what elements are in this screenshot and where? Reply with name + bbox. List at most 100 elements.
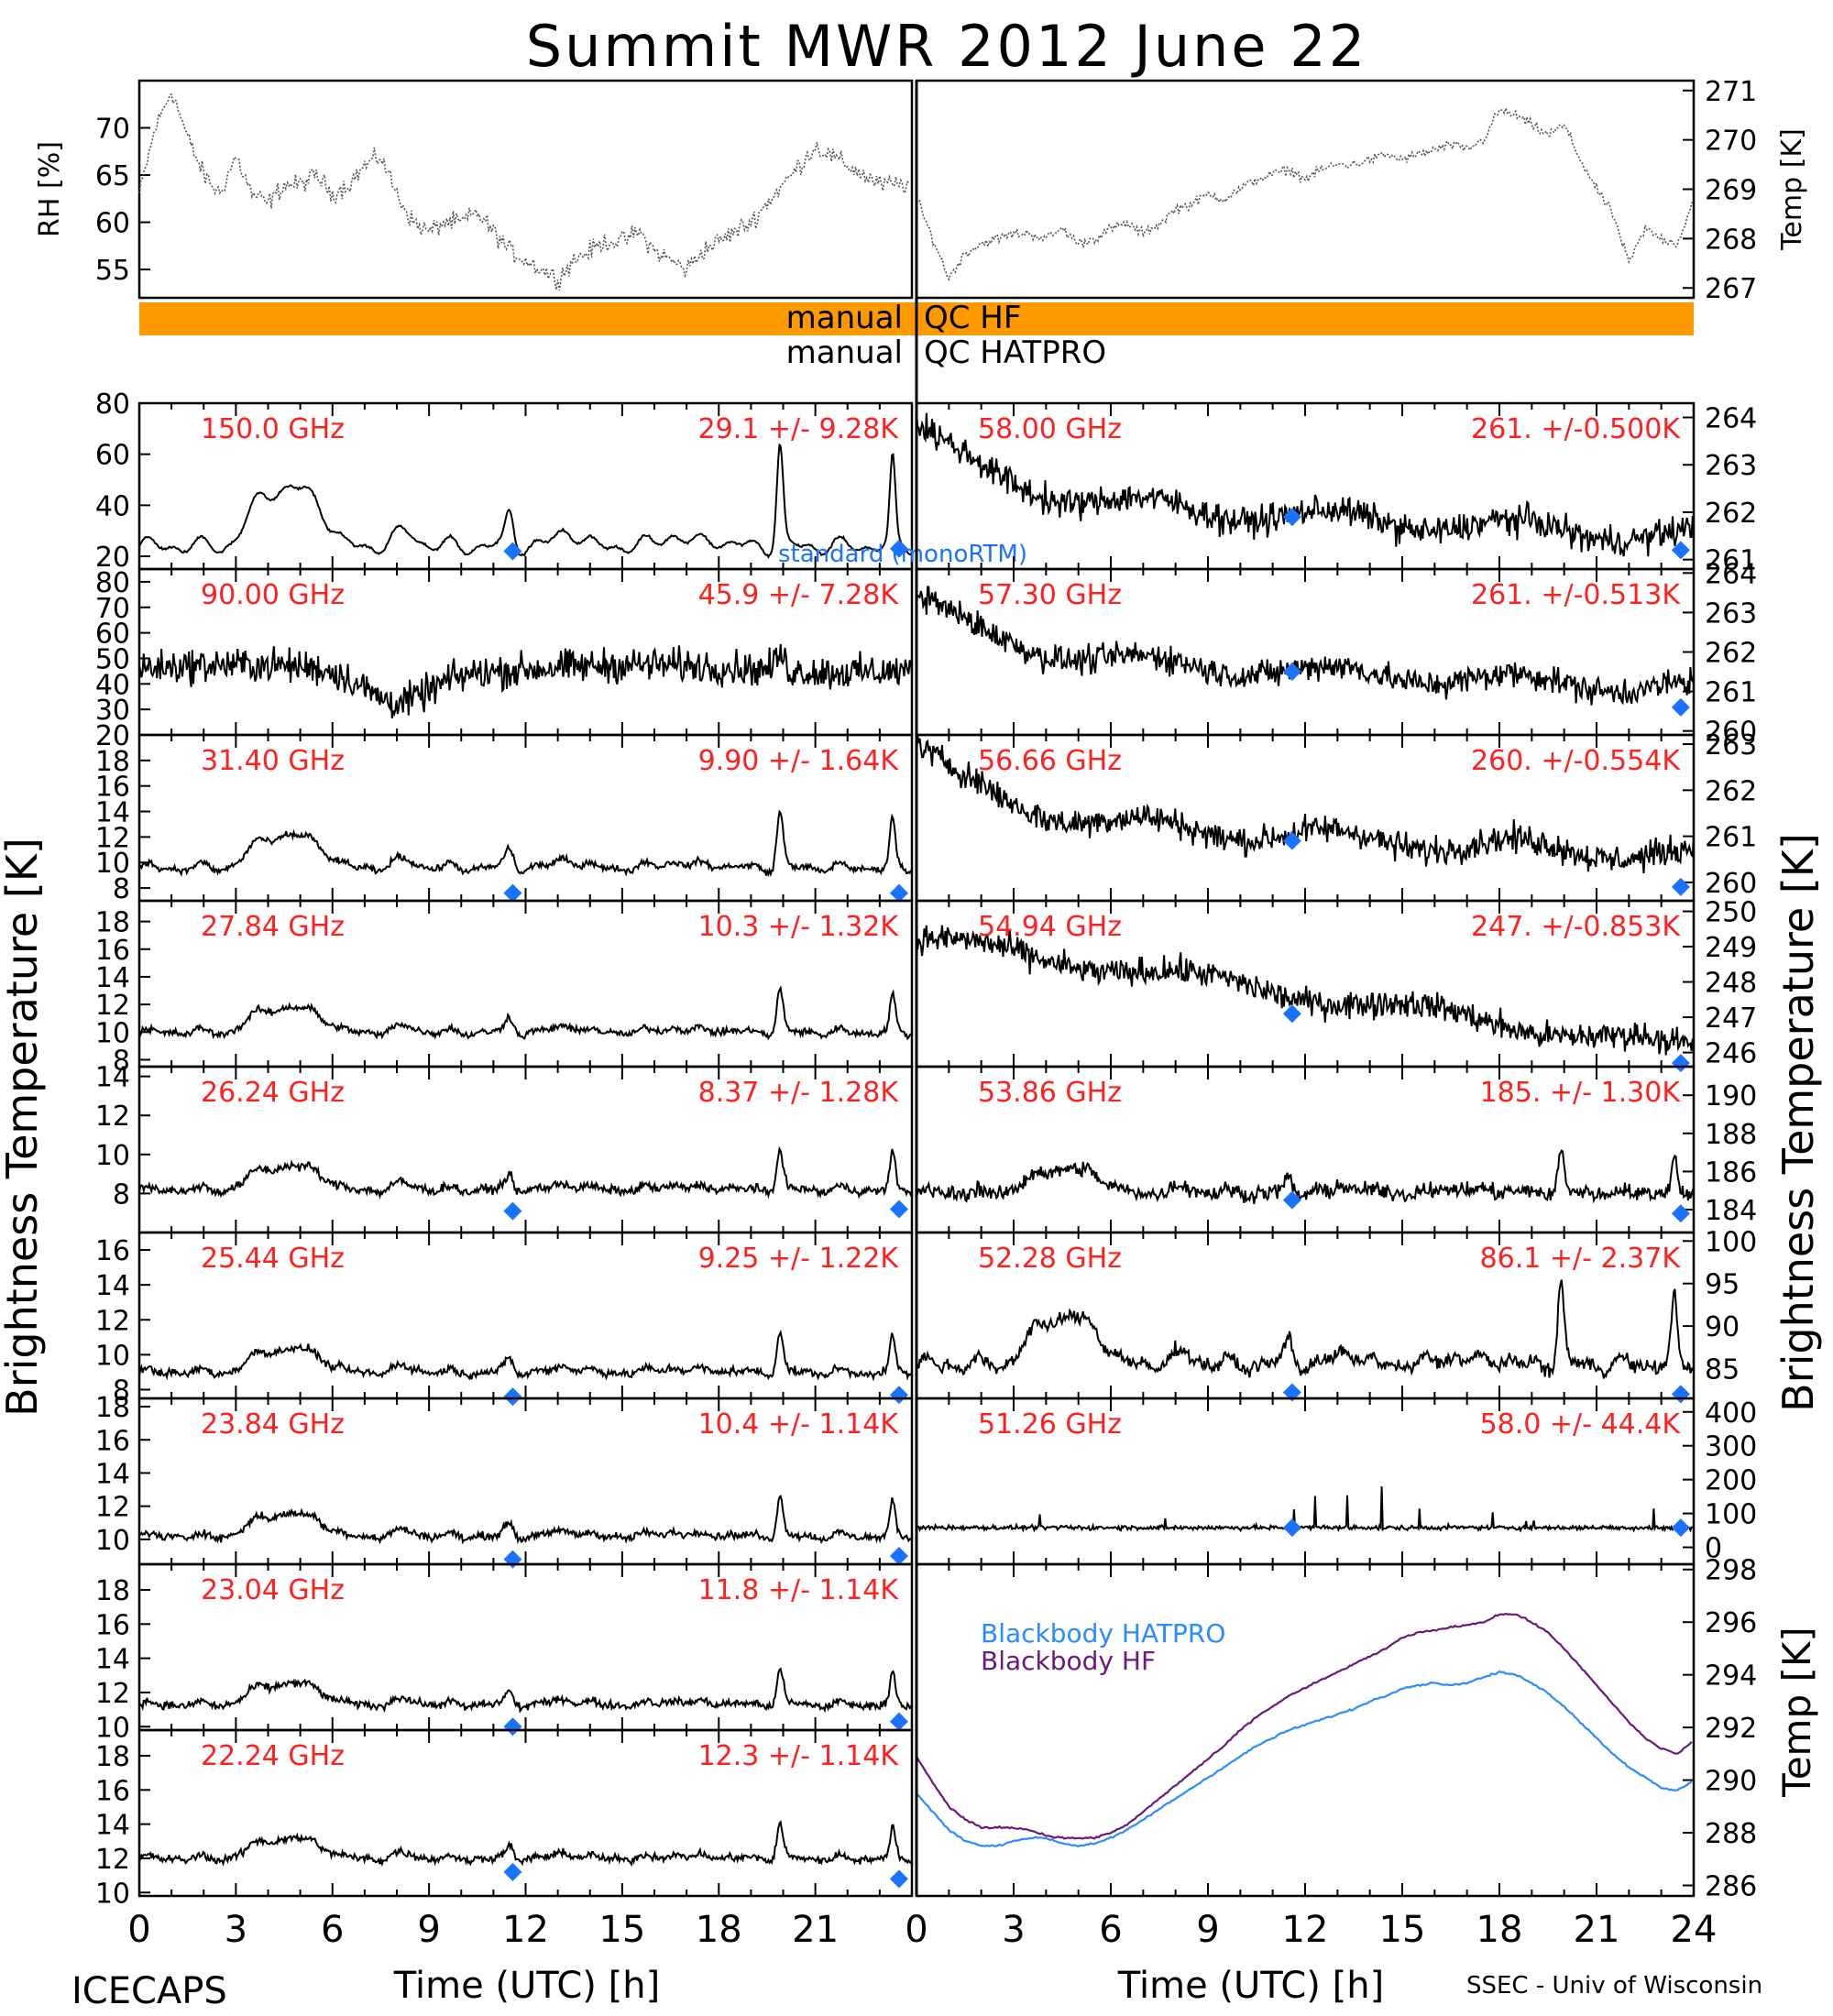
left-x-axis-label: Time (UTC) [h]: [393, 1965, 660, 2007]
left-y-axis-label: Brightness Temperature [K]: [0, 838, 47, 1417]
met-temp-axis-label: Temp [K]: [1776, 128, 1808, 251]
left-panel-3-freq-label: 27.84 GHz: [201, 911, 345, 943]
left-panel-8-ytick-label: 14: [95, 1810, 130, 1842]
met-left-frame: [137, 79, 914, 300]
left-panel-3-stats-label: 10.3 +/- 1.32K: [698, 911, 900, 943]
left-panel-8-marker-1: [889, 1869, 908, 1889]
right-panel-4-trace: [916, 1149, 1695, 1204]
left-panel-4-ytick-label: 8: [113, 1178, 130, 1211]
right-panel-2-ytick-label: 261: [1705, 822, 1757, 854]
left-panel-7-marker-1: [889, 1712, 908, 1731]
right-panel-5-marker-1: [1671, 1385, 1690, 1404]
qc-row-right: QC HATPRO: [924, 334, 1106, 371]
right-xtick-label: 21: [1574, 1909, 1620, 1951]
right-panel-1-ytick-label: 261: [1705, 677, 1757, 709]
right-panel-5-ytick-label: 95: [1705, 1269, 1740, 1301]
left-panel-0-stats-label: 29.1 +/- 9.28K: [698, 413, 900, 445]
left-xtick-label: 3: [225, 1909, 247, 1951]
right-panel-2-stats-label: 260. +/-0.554K: [1471, 745, 1681, 777]
left-panel-8-ytick-label: 12: [95, 1844, 130, 1876]
right-xtick-label: 12: [1282, 1909, 1329, 1951]
left-panel-4-ytick-label: 12: [95, 1101, 130, 1133]
left-panel-8-stats-label: 12.3 +/- 1.14K: [698, 1740, 900, 1772]
left-panel-6-ytick-label: 10: [95, 1525, 130, 1557]
left-panel-4-marker-1: [889, 1200, 908, 1219]
left-panel-0-trace: [138, 443, 913, 559]
right-panel-2-trace: [916, 734, 1695, 874]
right-panel-1-ytick-label: 262: [1705, 638, 1757, 670]
right-panel-6-ytick-label: 0: [1705, 1533, 1722, 1565]
left-panel-6-ytick-label: 16: [95, 1425, 130, 1457]
left-panel-6-marker-0: [503, 1550, 522, 1569]
left-panel-5-ytick-label: 12: [95, 1305, 130, 1337]
left-panel-3-ytick-label: 12: [95, 990, 130, 1022]
left-xtick-label: 18: [696, 1909, 742, 1951]
left-panel-0-freq-label: 150.0 GHz: [201, 413, 345, 445]
left-panel-1-trace: [138, 643, 913, 718]
right-panel-1-freq-label: 57.30 GHz: [978, 579, 1122, 611]
left-panel-2-trace: [138, 809, 913, 878]
right-panel-6-ytick-label: 300: [1705, 1431, 1757, 1463]
right-panel-4-ytick-label: 188: [1705, 1119, 1757, 1151]
met-right-frame: [915, 79, 1696, 300]
left-panel-5-ytick-label: 8: [113, 1375, 130, 1407]
left-panel-2-ytick-label: 10: [95, 848, 130, 880]
right-panel-1-ytick-label: 260: [1705, 717, 1757, 749]
left-panel-3-ytick-label: 8: [113, 1045, 130, 1077]
left-panel-1-ytick-label: 30: [95, 695, 130, 727]
left-panel-6-ytick-label: 18: [95, 1392, 130, 1424]
blackbody-ytick-label: 294: [1705, 1660, 1757, 1693]
left-panel-5-stats-label: 9.25 +/- 1.22K: [698, 1243, 900, 1275]
right-panel-1-ytick-label: 264: [1705, 558, 1757, 590]
right-panel-3-ytick-label: 247: [1705, 1003, 1757, 1035]
right-panel-0-freq-label: 58.00 GHz: [978, 413, 1122, 445]
left-xtick-label: 9: [417, 1909, 440, 1951]
left-panel-8-ytick-label: 16: [95, 1775, 130, 1807]
right-panel-6-freq-label: 51.26 GHz: [978, 1408, 1122, 1441]
left-panel-7-trace: [138, 1667, 913, 1714]
right-panel-1-marker-1: [1671, 697, 1690, 717]
right-panel-0-trace: [916, 411, 1695, 557]
right-panel-0-stats-label: 261. +/-0.500K: [1471, 413, 1681, 445]
right-panel-3-stats-label: 247. +/-0.853K: [1471, 911, 1681, 943]
right-x-axis-label: Time (UTC) [h]: [1117, 1965, 1384, 2007]
met-rh-ytick-label: 70: [95, 114, 130, 146]
qc-row-left: manual: [786, 300, 903, 336]
blackbody-legend-0: Blackbody HATPRO: [981, 1618, 1225, 1649]
left-xtick-label: 21: [792, 1909, 839, 1951]
left-panel-1-ytick-label: 80: [95, 567, 130, 599]
left-panel-4-ytick-label: 14: [95, 1062, 130, 1094]
left-panel-1-ytick-label: 50: [95, 643, 130, 675]
left-panel-4-freq-label: 26.24 GHz: [201, 1077, 345, 1109]
left-panel-8-freq-label: 22.24 GHz: [201, 1740, 345, 1772]
right-panel-4-marker-0: [1282, 1190, 1301, 1210]
left-panel-5-ytick-label: 10: [95, 1340, 130, 1372]
right-panel-4-ytick-label: 184: [1705, 1195, 1757, 1227]
right-panel-5-marker-0: [1282, 1383, 1301, 1402]
met-temp-ytick-label: 270: [1705, 126, 1757, 158]
right-panel-6-ytick-label: 100: [1705, 1499, 1757, 1531]
right-panel-3-marker-1: [1671, 1054, 1690, 1073]
blackbody-ytick-label: 298: [1705, 1555, 1757, 1587]
right-panel-6-ytick-label: 400: [1705, 1397, 1757, 1430]
left-panel-2-freq-label: 31.40 GHz: [201, 745, 345, 777]
right-panel-6-marker-0: [1282, 1518, 1301, 1538]
left-panel-5-ytick-label: 14: [95, 1270, 130, 1302]
right-panel-5-freq-label: 52.28 GHz: [978, 1243, 1122, 1275]
footer-right: SSEC - Univ of Wisconsin: [1466, 1972, 1762, 2000]
left-panel-2-marker-1: [889, 883, 908, 903]
left-panel-0-ytick-label: 80: [95, 389, 130, 421]
met-rh-ytick-label: 65: [95, 160, 130, 192]
right-panel-4-ytick-label: 190: [1705, 1080, 1757, 1112]
right-y-axis-label: Brightness Temperature [K]: [1773, 833, 1823, 1412]
left-panel-4-marker-0: [503, 1201, 522, 1221]
right-panel-0-ytick-label: 263: [1705, 450, 1757, 482]
left-xtick-label: 15: [598, 1909, 645, 1951]
left-panel-4-ytick-label: 10: [95, 1140, 130, 1172]
left-panel-1-ytick-label: 20: [95, 720, 130, 752]
left-panel-8-trace: [138, 1820, 913, 1868]
left-panel-1-ytick-label: 40: [95, 669, 130, 701]
right-panel-6-stats-label: 58.0 +/- 44.4K: [1480, 1408, 1682, 1441]
right-panel-0-ytick-label: 264: [1705, 403, 1757, 435]
left-panel-0-ytick-label: 60: [95, 440, 130, 472]
